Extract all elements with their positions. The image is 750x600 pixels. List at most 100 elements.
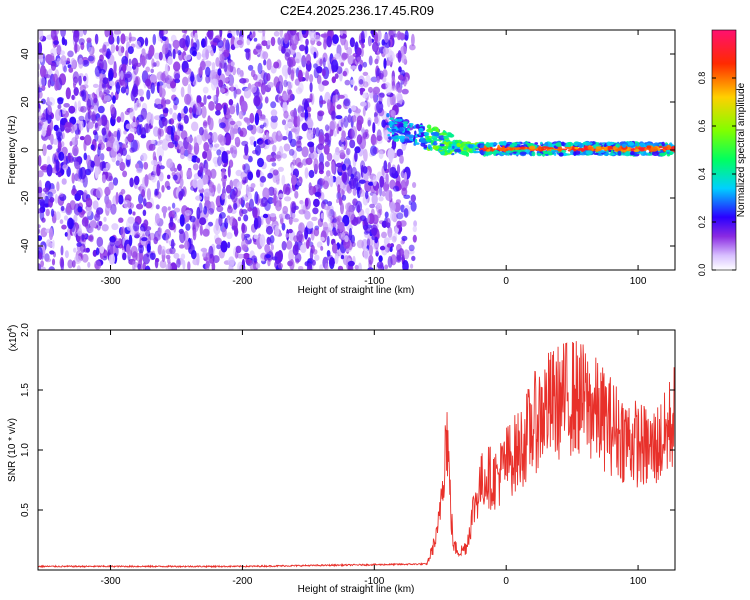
noise-blob [353, 85, 358, 92]
noise-blob [77, 228, 83, 237]
noise-blob [319, 178, 325, 186]
noise-blob [58, 151, 65, 161]
signal-blob [561, 141, 565, 146]
noise-blob [241, 209, 248, 215]
noise-blob [234, 137, 240, 143]
noise-blob [77, 206, 83, 213]
noise-blob [184, 67, 192, 75]
noise-blob [32, 242, 38, 248]
noise-blob [217, 183, 221, 194]
noise-blob [196, 179, 204, 190]
noise-blob [157, 227, 163, 235]
noise-blob [55, 159, 60, 173]
signal-blob [651, 150, 659, 156]
noise-blob [225, 39, 230, 52]
noise-blob [180, 153, 185, 160]
signal-blob [567, 142, 572, 147]
noise-blob [341, 232, 346, 240]
noise-blob [219, 53, 225, 62]
noise-blob [266, 73, 271, 82]
noise-blob [269, 157, 277, 162]
noise-blob [79, 245, 84, 253]
noise-blob [128, 58, 132, 66]
noise-blob [149, 252, 156, 260]
noise-blob [324, 262, 329, 270]
noise-blob [179, 38, 186, 49]
noise-blob [382, 47, 390, 55]
noise-blob [50, 30, 57, 41]
noise-blob [265, 254, 271, 259]
noise-blob [177, 112, 182, 122]
noise-blob [66, 217, 75, 230]
noise-blob [182, 259, 186, 270]
signal-blob [479, 149, 484, 155]
noise-blob [410, 201, 417, 212]
noise-blob [83, 248, 90, 253]
noise-blob [57, 172, 62, 178]
noise-blob [186, 169, 193, 180]
noise-blob [339, 30, 344, 36]
noise-blob [38, 99, 39, 104]
noise-blob [237, 253, 245, 259]
noise-blob [59, 192, 64, 198]
noise-blob [108, 253, 116, 265]
noise-blob [143, 198, 147, 207]
noise-blob [121, 147, 128, 156]
noise-blob [371, 193, 378, 206]
colorbar-tick-label: 0.6 [697, 120, 707, 133]
noise-blob [253, 257, 257, 263]
noise-blob [323, 39, 327, 50]
noise-blob [104, 30, 110, 38]
noise-blob [301, 201, 306, 212]
signal-blob [403, 123, 408, 128]
noise-blob [362, 71, 369, 76]
noise-blob [254, 191, 259, 205]
noise-blob [94, 260, 102, 270]
noise-blob [68, 105, 76, 114]
noise-blob [349, 37, 355, 48]
noise-blob [305, 70, 310, 82]
noise-blob [167, 141, 175, 149]
noise-blob [32, 57, 38, 67]
noise-blob [272, 144, 277, 153]
signal-blob [405, 134, 412, 137]
noise-blob [254, 112, 260, 126]
noise-blob [235, 120, 242, 127]
noise-blob [401, 235, 408, 242]
noise-blob [165, 74, 172, 85]
noise-blob [54, 80, 59, 91]
signal-blob [624, 151, 631, 157]
noise-blob [115, 45, 119, 52]
noise-blob [383, 181, 390, 192]
noise-blob [150, 82, 155, 94]
noise-blob [213, 143, 220, 148]
y-tick-label: -40 [20, 238, 31, 253]
signal-blob [548, 152, 553, 156]
noise-blob [396, 148, 404, 157]
noise-blob [270, 101, 277, 109]
noise-blob [40, 117, 47, 122]
noise-blob [298, 44, 306, 52]
noise-blob [113, 30, 122, 35]
noise-blob [118, 217, 124, 223]
noise-blob [252, 74, 258, 81]
noise-blob [315, 184, 321, 189]
noise-blob [381, 231, 387, 239]
noise-blob [169, 107, 173, 115]
noise-blob [159, 260, 167, 269]
noise-blob [208, 181, 215, 193]
noise-blob [94, 33, 99, 45]
signal-blob [426, 124, 432, 129]
noise-blob [341, 52, 349, 60]
noise-blob [362, 92, 368, 99]
signal-blob [514, 147, 521, 151]
noise-blob [134, 76, 141, 86]
noise-blob [38, 252, 43, 260]
noise-blob [289, 259, 295, 270]
noise-blob [375, 187, 379, 196]
noise-blob [115, 81, 121, 95]
signal-blob [602, 145, 609, 151]
noise-blob [340, 202, 344, 215]
signal-blob [493, 151, 497, 156]
noise-blob [412, 182, 417, 188]
